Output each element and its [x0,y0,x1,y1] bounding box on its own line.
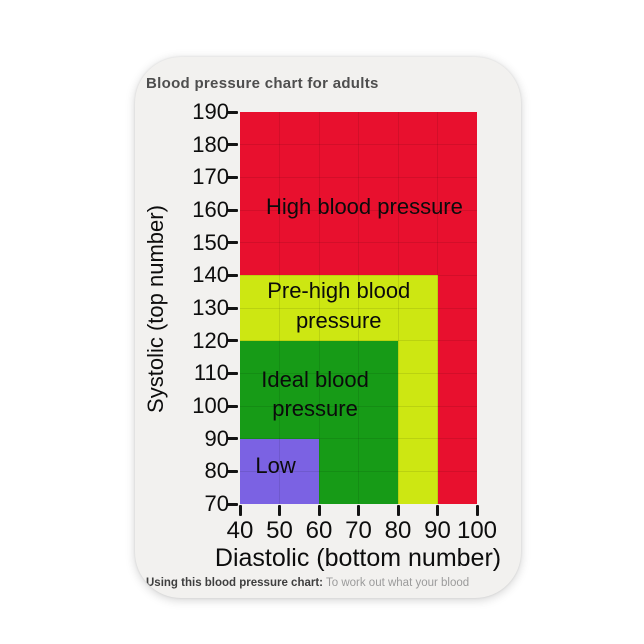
gridline-horizontal [240,274,477,276]
x-tick-mark-80 [396,505,400,516]
y-tick-label-170: 170 [192,164,229,190]
x-tick-label-50: 50 [266,517,293,544]
chart-title: Blood pressure chart for adults [146,75,379,92]
usage-caption-lead: Using this blood pressure chart: [146,577,323,589]
gridline-horizontal [240,340,477,342]
y-tick-mark-110 [227,371,238,375]
x-tick-label-60: 60 [305,517,333,544]
x-tick-label-80: 80 [384,517,412,544]
usage-caption-rest: To work out what your blood [323,577,470,589]
y-tick-mark-120 [227,339,238,343]
region-label-ideal-blood-pressure: Ideal blood pressure [261,366,369,422]
y-tick-label-130: 130 [192,295,229,320]
region-label-high-blood-pressure: High blood pressure [265,193,463,219]
y-tick-mark-140 [227,273,238,277]
region-low [240,438,319,504]
y-tick-mark-130 [227,306,238,310]
gridline-horizontal [240,372,477,374]
y-tick-mark-70 [227,502,238,506]
x-tick-mark-100 [475,505,479,516]
y-tick-mark-160 [227,208,238,212]
usage-caption: Using this blood pressure chart: To work… [146,577,469,589]
y-tick-label-80: 80 [204,458,229,484]
x-tick-mark-50 [278,505,281,516]
gridline-horizontal [240,209,477,211]
y-tick-label-190: 190 [192,99,229,124]
gridline-horizontal [240,405,477,407]
y-tick-mark-190 [227,110,238,114]
gridline-vertical [437,112,438,504]
gridline-horizontal [240,470,477,472]
y-tick-mark-100 [227,404,238,408]
x-axis-label: Diastolic (bottom number) [214,544,502,572]
gridline-horizontal [240,438,477,440]
y-tick-mark-170 [227,175,238,179]
y-tick-mark-80 [227,469,238,473]
y-tick-label-120: 120 [192,327,229,353]
x-tick-label-100: 100 [456,517,498,544]
x-tick-mark-90 [436,505,439,516]
gridline-vertical [318,112,320,504]
x-tick-label-70: 70 [345,517,372,544]
gridline-vertical [397,112,399,504]
region-label-pre-high-blood-pressure: Pre-high blood pressure [267,278,411,334]
gridline-horizontal [240,176,477,178]
y-tick-mark-90 [227,437,238,441]
x-tick-label-90: 90 [424,517,451,544]
y-tick-label-150: 150 [192,229,229,255]
x-tick-mark-70 [357,505,360,516]
y-tick-label-180: 180 [192,131,229,157]
magnet-card: Blood pressure chart for adults Systolic… [135,57,521,598]
x-tick-label-40: 40 [226,517,254,544]
y-tick-mark-150 [227,241,238,245]
y-tick-label-90: 90 [204,425,229,451]
region-label-low: Low [255,453,296,479]
x-tick-mark-60 [317,505,321,516]
gridline-vertical [358,112,359,504]
y-tick-mark-180 [227,143,238,147]
y-tick-label-140: 140 [192,262,229,288]
gridline-horizontal [240,242,477,244]
plot-area: High blood pressure Pre-high blood pressur… [240,112,477,504]
x-tick-mark-40 [238,505,242,516]
gridline-vertical [279,112,280,504]
y-tick-label-110: 110 [193,360,229,386]
y-tick-label-70: 70 [204,491,229,516]
y-tick-label-160: 160 [192,197,229,222]
y-tick-label-100: 100 [192,393,229,418]
gridline-horizontal [240,307,477,309]
gridline-horizontal [240,144,477,146]
